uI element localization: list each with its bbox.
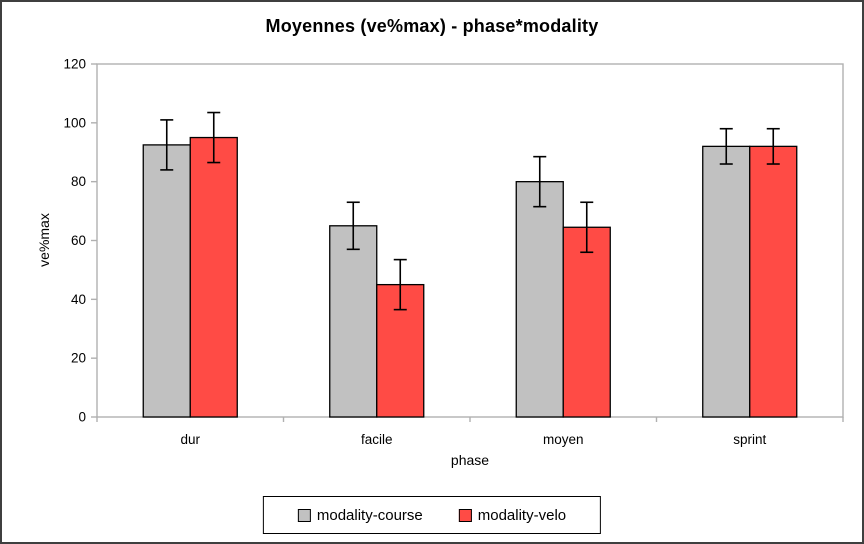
x-axis-title: phase — [450, 452, 490, 468]
legend: modality-course modality-velo — [262, 496, 602, 534]
legend-label-course: modality-course — [316, 506, 423, 524]
y-tick-label: 80 — [71, 174, 86, 189]
bar-modality-course-moyen — [515, 181, 564, 418]
legend-swatch-velo — [458, 508, 472, 522]
bar-modality-velo-sprint — [749, 145, 798, 418]
x-category-label: moyen — [543, 432, 584, 447]
y-tick-label: 20 — [71, 351, 86, 366]
chart-title: Moyennes (ve%max) - phase*modality — [265, 16, 599, 36]
y-tick-label: 60 — [71, 233, 86, 248]
legend-item-course: modality-course — [297, 506, 423, 524]
y-tick-label: 0 — [78, 410, 86, 425]
bar-modality-velo-dur — [189, 136, 238, 418]
x-category-label: dur — [180, 432, 200, 447]
y-tick-label: 100 — [63, 115, 86, 130]
legend-swatch-course — [297, 508, 311, 522]
x-category-label: sprint — [733, 432, 766, 447]
bar-modality-course-dur — [142, 144, 191, 418]
y-tick-label: 40 — [71, 292, 86, 307]
legend-item-velo: modality-velo — [458, 506, 567, 524]
y-tick-label: 120 — [63, 57, 86, 72]
bar-modality-course-sprint — [702, 145, 751, 418]
x-category-label: facile — [361, 432, 393, 447]
bar-modality-velo-moyen — [562, 226, 611, 418]
bar-modality-course-facile — [329, 225, 378, 418]
legend-label-velo: modality-velo — [477, 506, 567, 524]
